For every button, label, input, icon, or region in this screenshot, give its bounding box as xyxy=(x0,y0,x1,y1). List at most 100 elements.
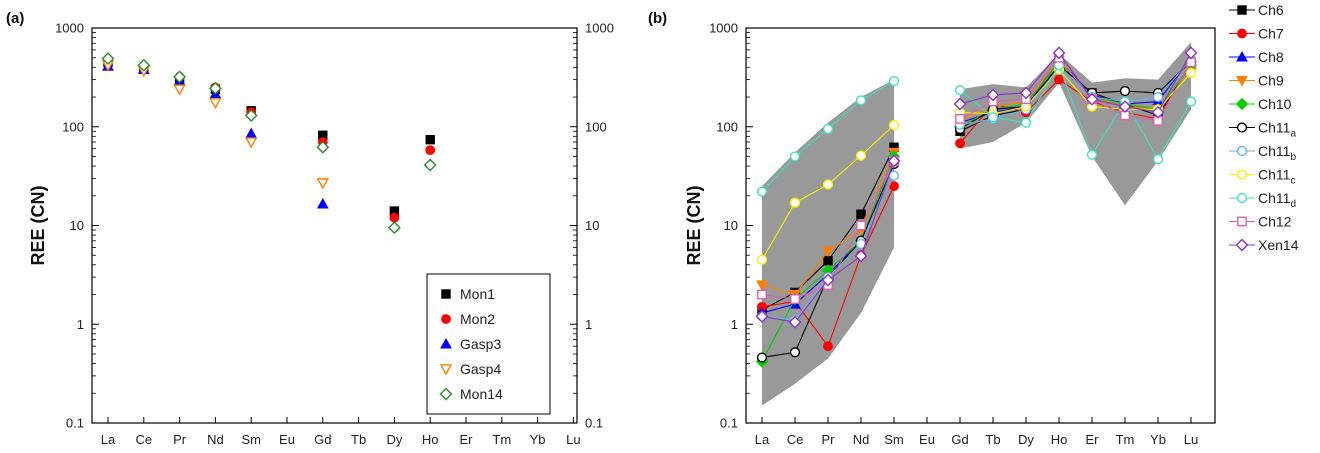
x-tick-label-nd: Nd xyxy=(207,432,224,447)
data-point xyxy=(987,112,999,123)
legend-item-ch11b: Ch11b xyxy=(1229,143,1296,163)
legend-item-ch8: Ch8 xyxy=(1229,49,1284,65)
legend-marker xyxy=(441,289,451,299)
legend-marker xyxy=(1236,75,1248,87)
data-point xyxy=(137,58,151,72)
legend-label-subscript: b xyxy=(1290,152,1296,163)
y-tick-label-right: 0.1 xyxy=(585,416,603,431)
x-tick-label-ce: Ce xyxy=(787,432,804,447)
y-tick-label-right: 100 xyxy=(585,119,607,134)
data-point xyxy=(955,138,965,149)
x-tick-label-er: Er xyxy=(1086,432,1100,447)
y-tick-label: 0.1 xyxy=(720,416,738,431)
data-point xyxy=(789,347,801,358)
data-point xyxy=(756,352,768,363)
data-point xyxy=(245,127,258,139)
legend-marker xyxy=(440,337,452,349)
data-point xyxy=(953,97,967,111)
legend-marker xyxy=(439,387,453,401)
legend-marker xyxy=(1236,50,1248,62)
legend-item-xen14: Xen14 xyxy=(1229,237,1299,253)
data-point xyxy=(756,186,768,197)
y-axis-title: REE (CN) xyxy=(684,185,704,265)
legend-label: Gasp4 xyxy=(460,361,501,377)
x-tick-label-la: La xyxy=(101,432,116,447)
data-point xyxy=(823,341,833,352)
legend-label: Mon1 xyxy=(460,286,495,302)
data-point xyxy=(854,249,868,263)
y-tick-label-right: 1 xyxy=(585,317,592,332)
y-tick-label: 1000 xyxy=(55,21,84,36)
y-tick-label: 0.1 xyxy=(66,416,84,431)
data-point xyxy=(244,137,258,149)
series-mon1 xyxy=(103,57,435,216)
data-point xyxy=(173,70,187,84)
legend-marker xyxy=(1236,145,1248,157)
legend-label: Mon2 xyxy=(460,311,495,327)
legend: Mon1 Mon2 Gasp3 Gasp4 Mon14 xyxy=(426,273,551,415)
data-point xyxy=(1052,46,1066,60)
legend-label-subscript: a xyxy=(1290,129,1296,140)
series-xen14 xyxy=(755,46,1198,329)
series-mon14 xyxy=(101,52,437,235)
legend-marker xyxy=(1236,122,1248,133)
legend-marker xyxy=(1236,169,1248,180)
panel-label: (b) xyxy=(648,10,667,27)
x-tick-label-nd: Nd xyxy=(853,432,870,447)
legend-item-ch11c: Ch11c xyxy=(1229,167,1295,187)
y-tick-label: 1 xyxy=(77,317,84,332)
y-tick-label-right: 10 xyxy=(585,218,599,233)
data-point xyxy=(1118,100,1132,114)
data-point xyxy=(788,315,802,329)
x-tick-label-er: Er xyxy=(460,432,474,447)
data-point xyxy=(887,154,901,168)
data-point xyxy=(756,280,768,292)
data-point xyxy=(822,246,834,258)
x-tick-label-yb: Yb xyxy=(1150,432,1166,447)
legend-label: Xen14 xyxy=(1258,237,1299,253)
y-tick-label: 1 xyxy=(731,317,738,332)
legend-item-gasp3: Gasp3 xyxy=(440,336,501,352)
y-tick-label: 1000 xyxy=(709,21,738,36)
data-point xyxy=(1086,149,1098,160)
data-point xyxy=(888,170,900,181)
data-point xyxy=(425,145,436,156)
x-tick-label-la: La xyxy=(755,432,770,447)
legend-label: Ch9 xyxy=(1258,73,1284,89)
x-tick-label-sm: Sm xyxy=(884,432,904,447)
x-tick-label-lu: Lu xyxy=(1184,432,1198,447)
x-tick-label-ce: Ce xyxy=(135,432,152,447)
series-ch11d xyxy=(756,60,1197,197)
x-tick-label-lu: Lu xyxy=(566,432,580,447)
data-point xyxy=(1152,91,1164,103)
x-tick-label-tb: Tb xyxy=(985,432,1000,447)
data-point xyxy=(790,294,800,304)
legend-item-ch6: Ch6 xyxy=(1229,2,1284,18)
series-gasp4 xyxy=(101,60,330,190)
legend-item-ch10: Ch10 xyxy=(1229,96,1292,112)
data-point xyxy=(855,95,867,106)
legend-item-ch11d: Ch11d xyxy=(1229,190,1296,210)
data-point xyxy=(316,178,330,190)
x-tick-label-eu: Eu xyxy=(279,432,295,447)
y-tick-label: 10 xyxy=(70,218,84,233)
data-point xyxy=(1054,74,1064,85)
y-tick-label-right: 1000 xyxy=(585,21,614,36)
legend-marker xyxy=(1235,238,1249,252)
panel-label: (a) xyxy=(6,10,24,27)
data-point xyxy=(954,84,966,96)
data-point xyxy=(1185,67,1197,79)
x-tick-label-sm: Sm xyxy=(241,432,261,447)
data-point xyxy=(1020,117,1032,128)
legend-marker xyxy=(1237,28,1247,39)
x-tick-label-ho: Ho xyxy=(422,432,439,447)
data-point xyxy=(822,123,834,135)
legend-label: Ch10 xyxy=(1258,96,1292,112)
legend-marker xyxy=(439,364,453,376)
data-point xyxy=(888,75,900,87)
legend-item-gasp4: Gasp4 xyxy=(439,361,501,377)
series-line xyxy=(959,68,1192,115)
legend-label: Ch11a xyxy=(1258,120,1296,140)
legend-item-ch11a: Ch11a xyxy=(1229,120,1296,140)
